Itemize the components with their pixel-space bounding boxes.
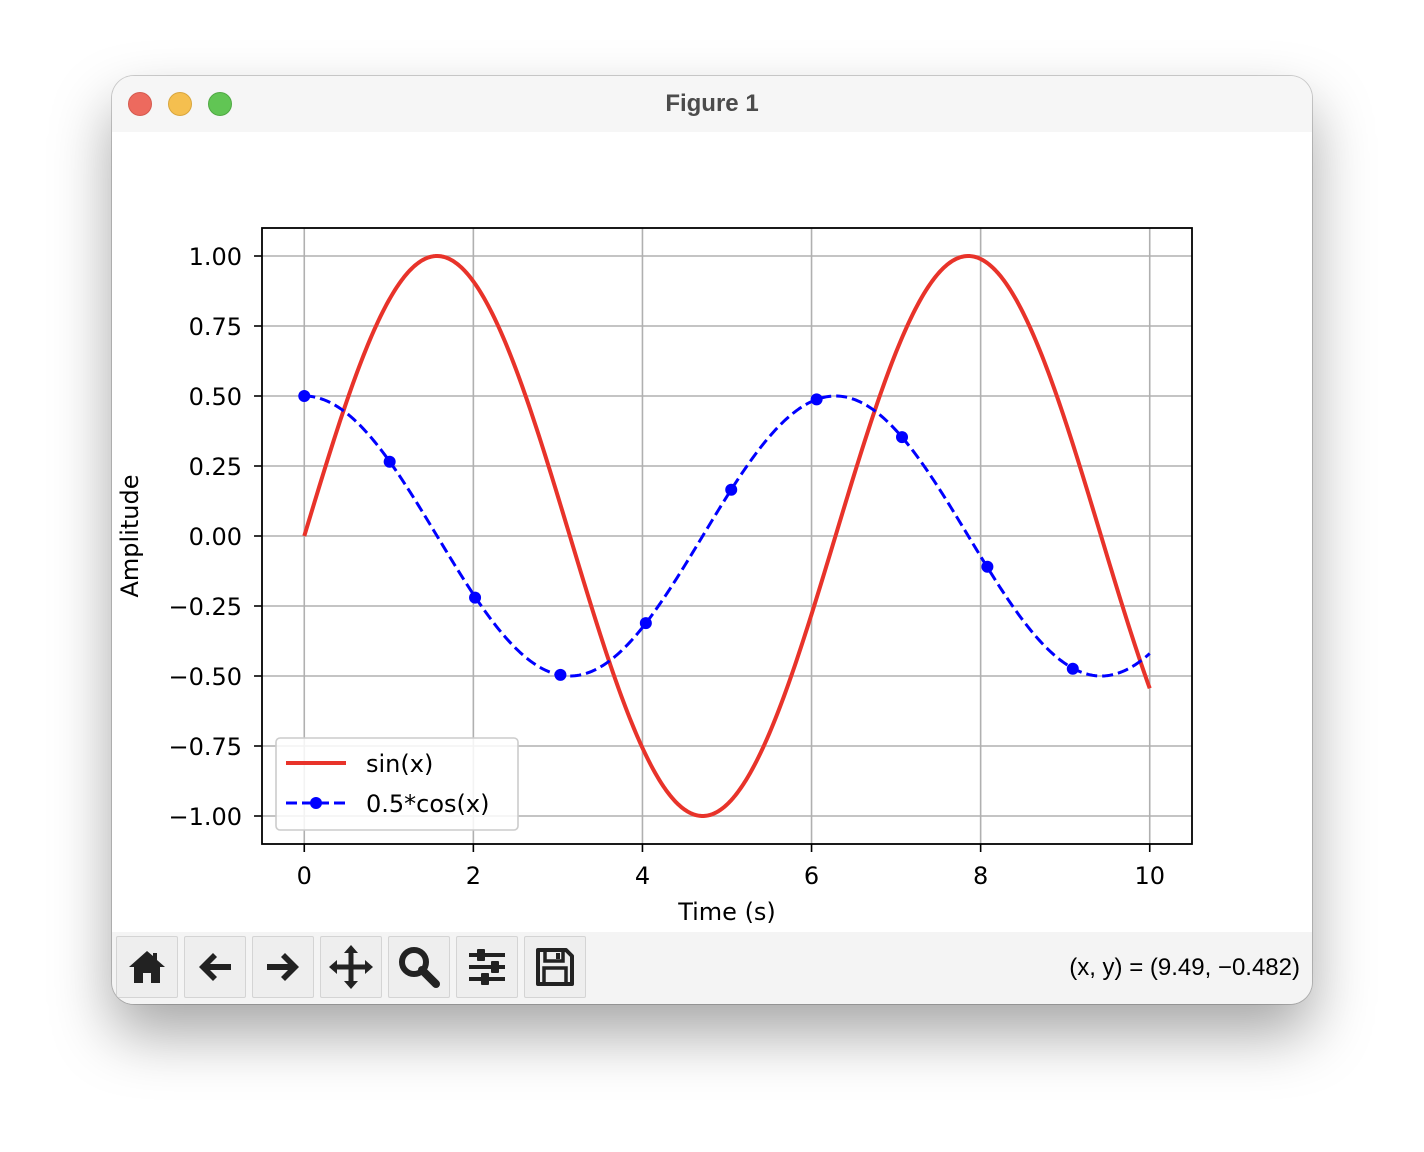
window-title: Figure 1 <box>665 90 759 117</box>
x-tick-label: 2 <box>466 862 481 890</box>
legend-label-sin: sin(x) <box>366 750 433 778</box>
maximize-button[interactable] <box>208 92 232 116</box>
series-line-sin <box>302 254 1152 818</box>
data-point-marker <box>639 617 652 630</box>
data-point-marker <box>810 393 823 406</box>
y-tick-label: −0.50 <box>168 663 242 691</box>
cursor-coordinates: (x, y) = (9.49, −0.482) <box>1069 954 1300 981</box>
data-point-marker <box>554 668 567 681</box>
configure-subplots-button[interactable] <box>456 936 518 998</box>
title-bar[interactable]: Figure 1 <box>112 76 1312 133</box>
save-icon <box>536 948 574 986</box>
zoom-button[interactable] <box>388 936 450 998</box>
back-arrow-icon <box>199 953 231 981</box>
y-tick-label: −0.75 <box>168 733 242 761</box>
data-point-marker <box>1066 662 1079 675</box>
y-tick-label: 0.50 <box>189 383 242 411</box>
navigation-toolbar: (x, y) = (9.49, −0.482) <box>112 932 1312 1004</box>
zoom-icon <box>399 947 440 988</box>
home-icon <box>129 951 165 983</box>
figure-canvas[interactable]: 0 2 4 6 8 10 1.00 0.75 0.50 0.25 0.00 −0.25 −0.50 −0.… <box>112 132 1312 932</box>
legend-label-cos: 0.5*cos(x) <box>366 790 489 818</box>
x-tick-label: 4 <box>635 862 650 890</box>
minimize-button[interactable] <box>168 92 192 116</box>
x-tick-label: 6 <box>804 862 819 890</box>
data-point-marker <box>383 455 396 468</box>
figure-window: Figure 1 0 2 4 6 8 10 1.00 0.75 0.50 0.25 0.00 −0.2… <box>112 76 1312 1004</box>
x-tick-label: 10 <box>1134 862 1165 890</box>
forward-arrow-icon <box>267 953 299 981</box>
home-button[interactable] <box>116 936 178 998</box>
data-point-marker <box>981 560 994 573</box>
y-axis-label: Amplitude <box>116 475 144 598</box>
close-button[interactable] <box>128 92 152 116</box>
x-axis-label: Time (s) <box>677 898 776 926</box>
y-tick-label: 0.00 <box>189 523 242 551</box>
plot-area[interactable]: 0 2 4 6 8 10 1.00 0.75 0.50 0.25 0.00 −0.25 −0.50 −0.… <box>112 132 1312 932</box>
pan-icon <box>329 945 373 989</box>
y-tick-label: 0.75 <box>189 313 242 341</box>
data-point-marker <box>725 483 738 496</box>
forward-button[interactable] <box>252 936 314 998</box>
y-tick-label: −1.00 <box>168 803 242 831</box>
x-tick-label: 0 <box>297 862 312 890</box>
save-button[interactable] <box>524 936 586 998</box>
series-line-cos <box>304 394 1151 678</box>
pan-button[interactable] <box>320 936 382 998</box>
back-button[interactable] <box>184 936 246 998</box>
y-tick-label: −0.25 <box>168 593 242 621</box>
data-point-marker <box>469 591 482 604</box>
y-tick-label: 0.25 <box>189 453 242 481</box>
data-point-marker <box>298 390 311 402</box>
x-tick-label: 8 <box>973 862 988 890</box>
legend-marker <box>310 797 322 809</box>
configure-subplots-icon <box>469 949 505 985</box>
data-point-marker <box>896 431 909 444</box>
y-tick-label: 1.00 <box>189 243 242 271</box>
